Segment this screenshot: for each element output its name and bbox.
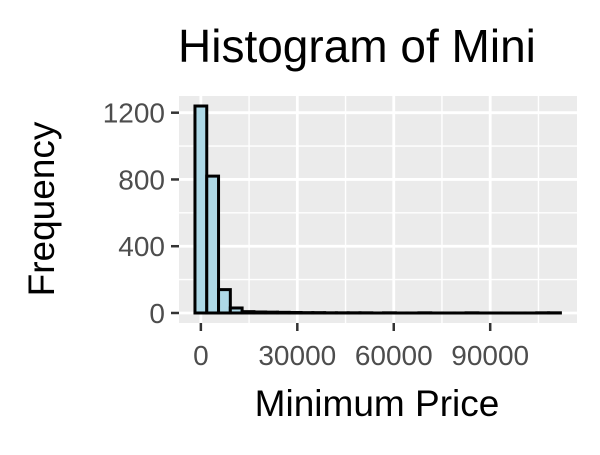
histogram-bar xyxy=(219,290,231,313)
histogram-bar xyxy=(289,312,301,313)
x-tick-label: 60000 xyxy=(355,340,433,371)
y-tick-label: 400 xyxy=(118,231,165,262)
y-tick-label: 800 xyxy=(118,164,165,195)
y-tick-label: 0 xyxy=(149,298,165,329)
histogram-bar xyxy=(254,312,266,313)
y-tick-label: 1200 xyxy=(103,98,165,129)
histogram-bar xyxy=(195,106,207,313)
histogram-bar xyxy=(207,176,219,313)
histogram-bar xyxy=(242,312,254,313)
x-tick-label: 90000 xyxy=(451,340,529,371)
y-axis: 0 400 800 1200 xyxy=(103,98,179,329)
x-axis: 0 30000 60000 90000 xyxy=(193,323,529,371)
x-tick-label: 30000 xyxy=(258,340,336,371)
chart-title: Histogram of Mini xyxy=(178,20,536,72)
histogram-bar xyxy=(266,312,278,313)
x-axis-title: Minimum Price xyxy=(255,383,500,424)
histogram-bar xyxy=(277,312,289,313)
plot-panel xyxy=(179,96,577,323)
y-axis-title: Frequency xyxy=(21,121,62,296)
x-tick-label: 0 xyxy=(193,340,209,371)
histogram-bar xyxy=(230,308,242,313)
